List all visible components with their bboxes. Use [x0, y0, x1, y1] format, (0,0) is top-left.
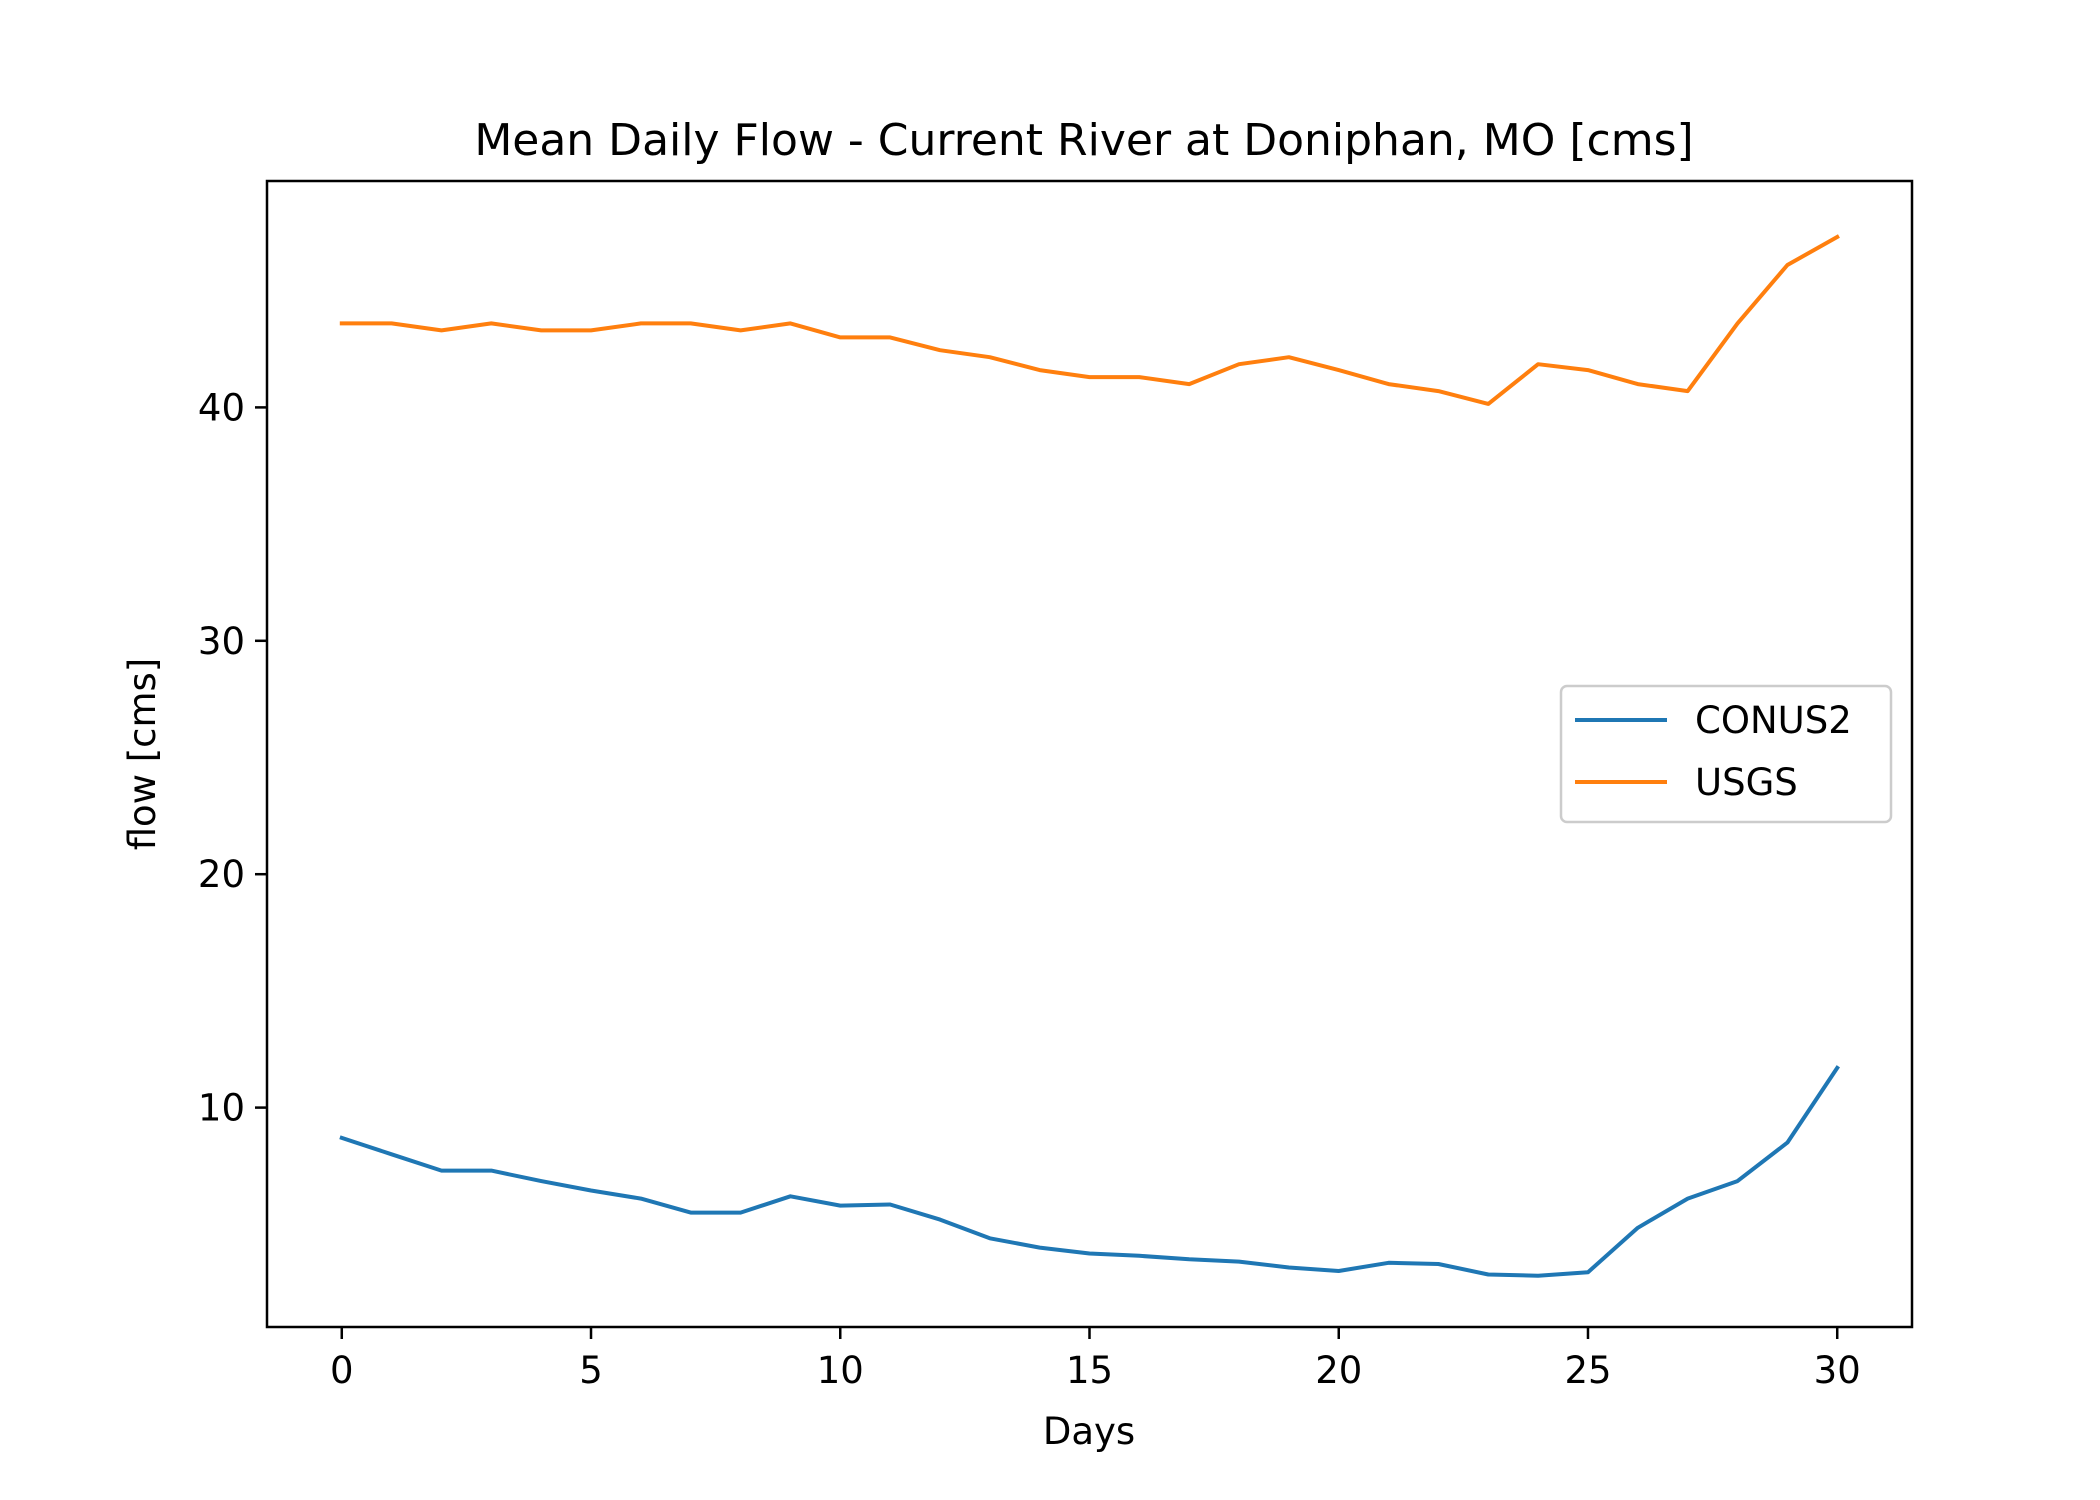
legend-label-conus2: CONUS2 — [1695, 699, 1852, 742]
x-tick-label: 10 — [817, 1349, 864, 1392]
x-tick-label: 30 — [1814, 1349, 1861, 1392]
y-tick-label: 10 — [198, 1087, 245, 1130]
legend: CONUS2 USGS — [1559, 684, 1893, 824]
x-tick-label: 20 — [1315, 1349, 1362, 1392]
y-tick-label: 40 — [198, 386, 245, 429]
legend-label-usgs: USGS — [1695, 761, 1798, 804]
chart-title: Mean Daily Flow - Current River at Donip… — [474, 115, 1693, 166]
y-tick-label: 20 — [198, 853, 245, 896]
x-tick-label: 0 — [330, 1349, 354, 1392]
y-tick-label: 30 — [198, 620, 245, 663]
y-axis: 10 20 30 40 — [198, 386, 267, 1130]
series-line-conus2 — [339, 1065, 1840, 1278]
series-layer — [339, 234, 1840, 1278]
x-axis-label: Days — [1043, 1410, 1135, 1453]
series-line-usgs — [339, 234, 1840, 406]
x-tick-label: 15 — [1066, 1349, 1113, 1392]
x-tick-label: 25 — [1564, 1349, 1611, 1392]
x-axis: 0 5 10 15 20 25 30 — [330, 1327, 1861, 1392]
x-tick-label: 5 — [579, 1349, 603, 1392]
y-axis-label: flow [cms] — [121, 658, 164, 851]
